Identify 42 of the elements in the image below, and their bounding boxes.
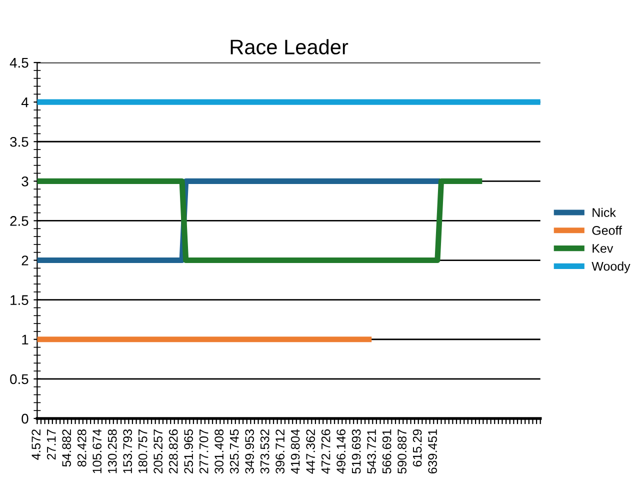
x-tick-label: 27.17 <box>46 430 56 460</box>
x-tick-label: 54.882 <box>62 430 72 467</box>
y-tick-label: 4 <box>21 98 28 108</box>
x-tick-label: 105.674 <box>92 429 102 474</box>
x-tick-label: 373.532 <box>260 430 270 474</box>
legend-label: Kev <box>592 244 614 253</box>
x-tick-label: 349.953 <box>245 429 254 474</box>
x-tick-label: 472.726 <box>321 429 330 474</box>
y-tick-label: 1 <box>22 334 28 344</box>
x-tick-label: 277.707 <box>199 430 208 474</box>
x-tick-label: 447.362 <box>306 430 315 474</box>
x-tick-label: 205.257 <box>154 430 163 474</box>
x-tick-label: 4.572 <box>32 430 41 460</box>
x-tick-label: 615.29 <box>412 429 422 466</box>
x-tick-label: 325.745 <box>230 429 239 474</box>
y-tick-label: 3.5 <box>10 136 28 147</box>
y-tick-label: 4.5 <box>10 58 28 68</box>
x-tick-label: 496.146 <box>336 429 346 474</box>
y-tick-label: 2.5 <box>10 216 28 226</box>
x-tick-label: 153.793 <box>123 429 132 474</box>
x-tick-label: 396.712 <box>276 430 284 474</box>
x-tick-label: 419.804 <box>290 429 300 474</box>
x-tick-label: 301.408 <box>214 429 224 474</box>
y-tick-label: 3 <box>22 176 28 186</box>
x-tick-label: 639.451 <box>428 429 437 474</box>
y-tick-label: 1.5 <box>10 295 28 305</box>
y-tick-label: 2 <box>22 256 28 266</box>
legend-label: Woody <box>592 262 630 274</box>
x-tick-label: 251.965 <box>184 429 194 474</box>
x-tick-label: 566.691 <box>382 429 392 474</box>
legend-label: Geoff <box>592 226 622 235</box>
x-tick-label: 228.826 <box>168 429 178 474</box>
legend-label: Nick <box>592 208 616 217</box>
x-tick-label: 543.721 <box>367 429 376 474</box>
chart-title: Race Leader <box>230 39 348 54</box>
x-tick-label: 180.757 <box>138 430 148 474</box>
x-tick-label: 82.428 <box>77 429 86 467</box>
y-tick-label: 0.5 <box>10 374 28 384</box>
y-tick-label: 0 <box>22 414 28 424</box>
x-tick-label: 519.693 <box>352 429 361 474</box>
x-tick-label: 130.258 <box>108 429 117 474</box>
x-tick-label: 590.887 <box>398 430 406 474</box>
